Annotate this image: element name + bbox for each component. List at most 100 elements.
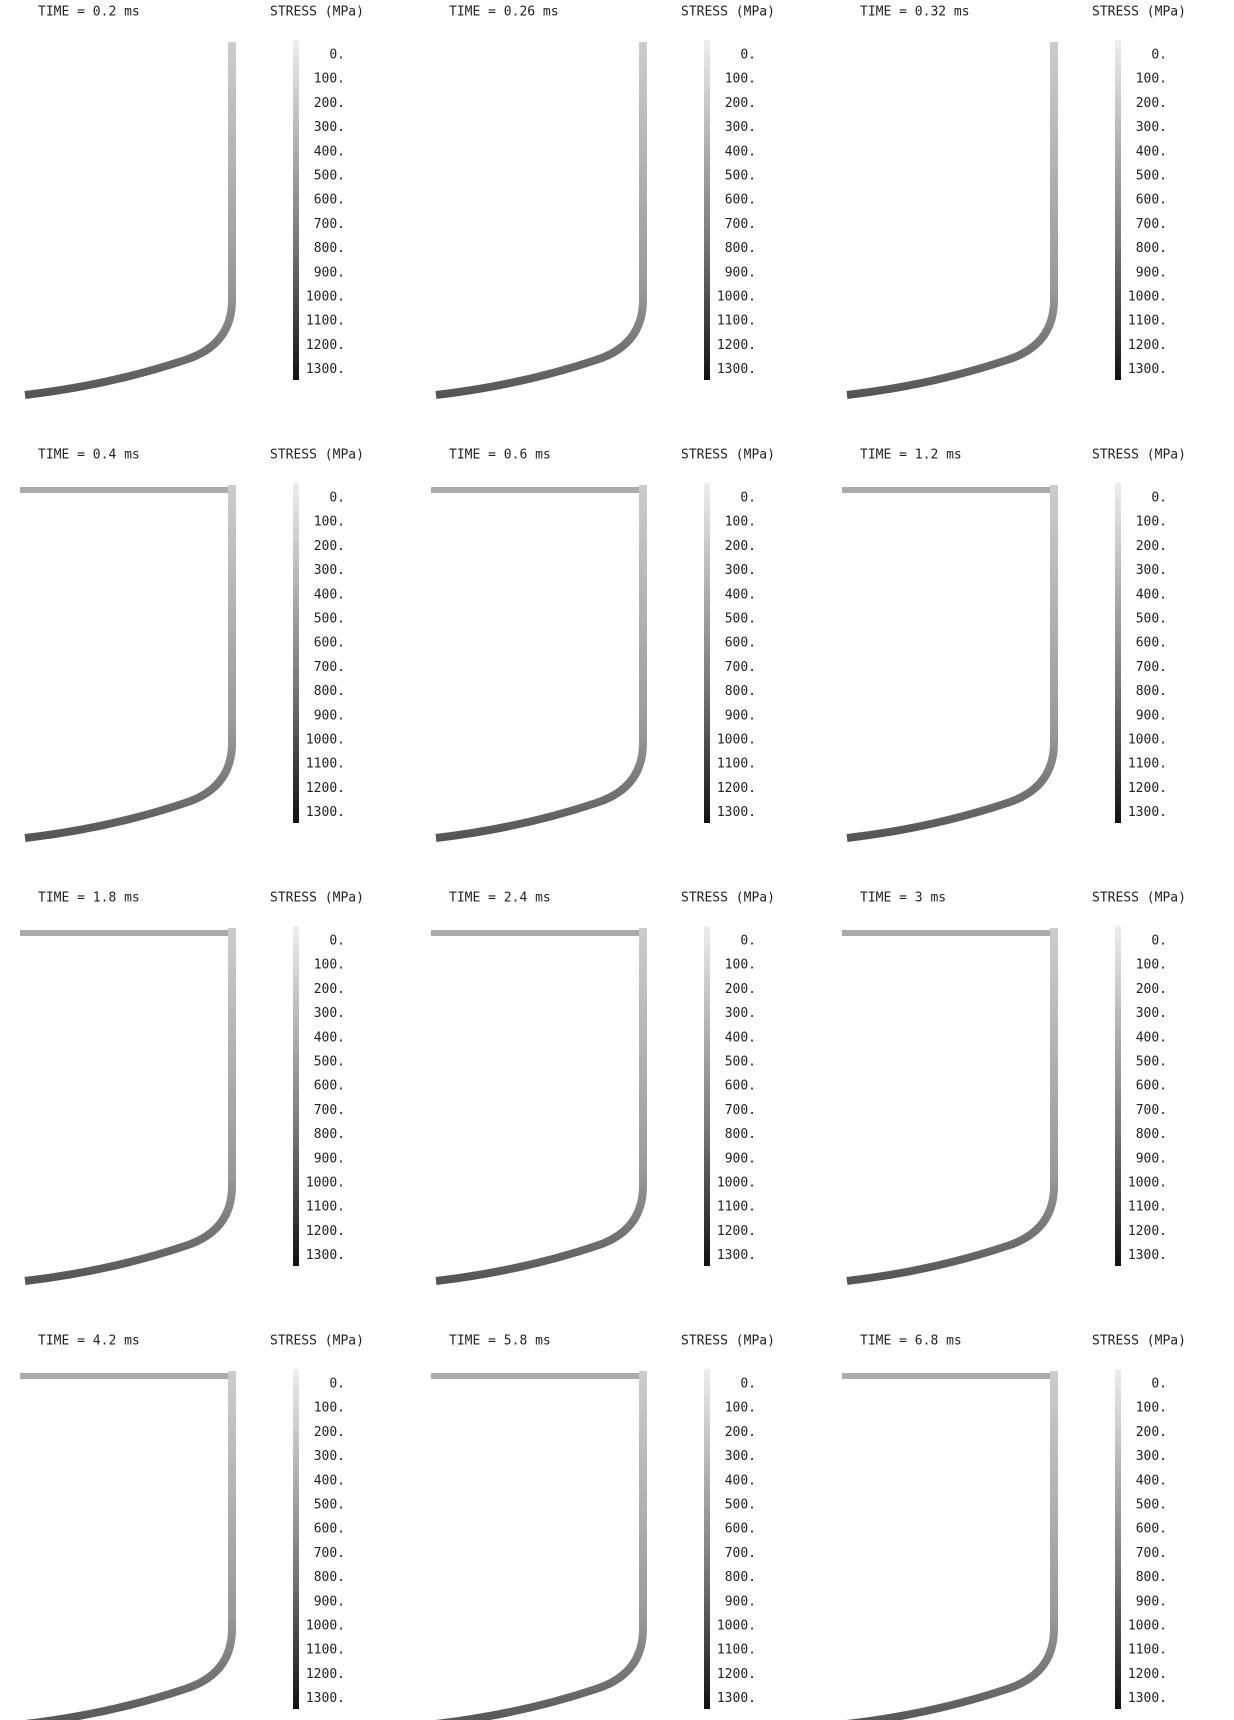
scale-label: 300.	[1136, 563, 1167, 578]
page: {"panels": [ {"time": "TIME = 0.2 ms"}, …	[0, 0, 1234, 1720]
scale-label: 1300.	[306, 805, 345, 820]
scale-label: 500.	[314, 1055, 345, 1070]
scale-label: 800.	[314, 1127, 345, 1142]
scale-label: 1200.	[1128, 781, 1167, 796]
scale-label: 500.	[725, 612, 756, 627]
scale-label: 700.	[725, 1103, 756, 1118]
scale-label: 200.	[314, 539, 345, 554]
scale-label: 700.	[314, 660, 345, 675]
scale-label: 100.	[1136, 515, 1167, 530]
scale-label: 700.	[1136, 1546, 1167, 1561]
scale-label: 800.	[1136, 1570, 1167, 1585]
scale-label: 1300.	[1128, 1248, 1167, 1263]
scale-label: 600.	[725, 1079, 756, 1094]
scale-label: 1300.	[717, 805, 756, 820]
scale-title: STRESS (MPa)	[681, 891, 775, 906]
scale-label: 700.	[725, 217, 756, 232]
scale-label: 600.	[725, 1522, 756, 1537]
scale-label: 0.	[1151, 934, 1167, 949]
scale-title: STRESS (MPa)	[1092, 5, 1186, 20]
scale-label: 900.	[314, 1594, 345, 1609]
scale-label: 1200.	[1128, 338, 1167, 353]
scale-label: 300.	[314, 120, 345, 135]
scale-label: 1100.	[717, 757, 756, 772]
scale-label: 500.	[1136, 169, 1167, 184]
scale-label: 400.	[725, 1473, 756, 1488]
scale-label: 800.	[1136, 684, 1167, 699]
scale-label: 300.	[725, 1006, 756, 1021]
scale-label: 800.	[725, 1127, 756, 1142]
scale-label: 700.	[314, 1103, 345, 1118]
time-label: TIME = 3 ms	[860, 891, 946, 906]
scale-label: 900.	[725, 708, 756, 723]
scale-title: STRESS (MPa)	[270, 891, 364, 906]
scale-label: 1000.	[717, 1619, 756, 1634]
scale-label: 100.	[314, 72, 345, 87]
colorbar	[1115, 1369, 1121, 1709]
shell	[25, 42, 232, 395]
time-label: TIME = 6.8 ms	[860, 1334, 962, 1349]
scale-label: 1100.	[717, 1643, 756, 1658]
colorbar	[1115, 483, 1121, 823]
scale-label: 1100.	[717, 314, 756, 329]
scale-label: 400.	[314, 587, 345, 602]
scale-title: STRESS (MPa)	[270, 1334, 364, 1349]
time-label: TIME = 0.2 ms	[38, 5, 140, 20]
time-label: TIME = 0.26 ms	[449, 5, 559, 20]
scale-label: 100.	[314, 958, 345, 973]
scale-label: 900.	[725, 1151, 756, 1166]
scale-label: 700.	[314, 217, 345, 232]
scale-label: 1000.	[306, 1619, 345, 1634]
scale-label: 700.	[725, 660, 756, 675]
scale-label: 800.	[725, 241, 756, 256]
scale-label: 1200.	[1128, 1224, 1167, 1239]
scale-label: 300.	[314, 563, 345, 578]
shell	[436, 1371, 643, 1720]
scale-label: 300.	[1136, 120, 1167, 135]
scale-label: 500.	[314, 612, 345, 627]
scale-label: 300.	[725, 120, 756, 135]
scale-label: 100.	[314, 515, 345, 530]
scale-label: 600.	[1136, 636, 1167, 651]
scale-label: 1200.	[717, 1224, 756, 1239]
scale-label: 100.	[725, 1401, 756, 1416]
scale-label: 300.	[725, 1449, 756, 1464]
scale-label: 700.	[1136, 1103, 1167, 1118]
shell	[436, 485, 643, 838]
scale-label: 0.	[329, 934, 345, 949]
colorbar	[293, 1369, 299, 1709]
scale-label: 1200.	[717, 781, 756, 796]
scale-label: 600.	[314, 636, 345, 651]
shell	[436, 42, 643, 395]
scale-label: 1000.	[717, 733, 756, 748]
shell	[436, 928, 643, 1281]
scale-label: 600.	[1136, 1079, 1167, 1094]
scale-label: 1300.	[306, 362, 345, 377]
scale-label: 1200.	[306, 1667, 345, 1682]
scale-title: STRESS (MPa)	[270, 5, 364, 20]
scale-label: 200.	[1136, 96, 1167, 111]
scale-label: 0.	[1151, 1377, 1167, 1392]
scale-label: 200.	[314, 1425, 345, 1440]
scale-label: 0.	[740, 1377, 756, 1392]
scale-label: 400.	[314, 144, 345, 159]
scale-label: 800.	[1136, 241, 1167, 256]
shell	[25, 485, 232, 838]
scale-label: 400.	[1136, 1473, 1167, 1488]
scale-label: 500.	[314, 169, 345, 184]
scale-label: 500.	[314, 1498, 345, 1513]
scale-label: 100.	[1136, 1401, 1167, 1416]
scale-label: 1000.	[306, 1176, 345, 1191]
scale-label: 0.	[740, 491, 756, 506]
scale-title: STRESS (MPa)	[270, 448, 364, 463]
scale-label: 1100.	[717, 1200, 756, 1215]
time-label: TIME = 0.32 ms	[860, 5, 970, 20]
scale-label: 600.	[314, 1522, 345, 1537]
scale-label: 200.	[314, 96, 345, 111]
